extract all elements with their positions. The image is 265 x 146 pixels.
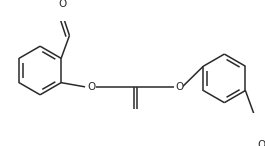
Text: O: O <box>58 0 66 9</box>
Text: O: O <box>175 82 183 92</box>
Text: O: O <box>88 82 96 92</box>
Text: O: O <box>257 140 265 146</box>
